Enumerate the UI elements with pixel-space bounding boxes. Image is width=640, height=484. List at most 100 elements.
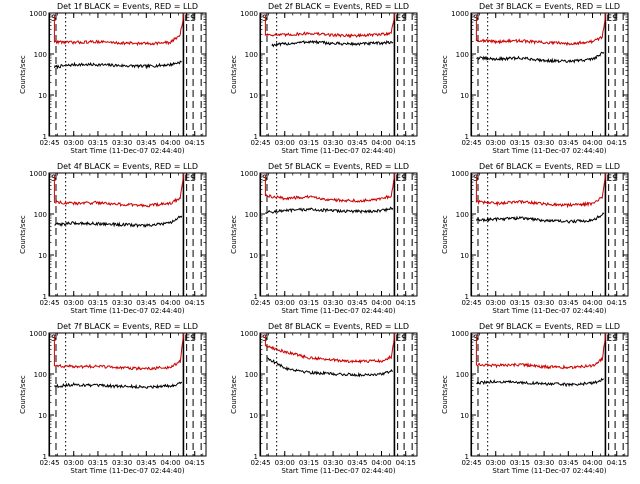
x-tick-label: 03:45 xyxy=(347,139,367,147)
x-tick-label: 03:45 xyxy=(347,459,367,467)
y-axis-label: Counts/sec xyxy=(19,215,27,254)
x-tick-label: 04:00 xyxy=(371,139,391,147)
chart-panel-8: Det 8f BLACK = Events, RED = LLD 1 10 100 10… xyxy=(230,322,418,475)
x-tick-label: 03:45 xyxy=(558,299,578,307)
x-tick-label: 02:45 xyxy=(250,139,270,147)
chart-title: Det 8f BLACK = Events, RED = LLD xyxy=(268,322,409,331)
series-line-lld xyxy=(475,333,606,370)
chart-title: Det 4f BLACK = Events, RED = LLD xyxy=(57,162,198,171)
y-tick-label: 100 xyxy=(34,51,47,59)
end-marker-label: ES xyxy=(606,14,618,24)
series-line-events xyxy=(475,212,605,224)
y-axis-label: Counts/sec xyxy=(230,55,238,94)
x-tick-label: 04:15 xyxy=(185,299,205,307)
plot-frame xyxy=(259,12,418,137)
y-tick-label: 10 xyxy=(249,252,258,260)
y-tick-label: 1 xyxy=(465,293,469,301)
y-tick-label: 100 xyxy=(245,51,258,59)
series-line-lld xyxy=(264,173,395,203)
x-tick-label: 03:15 xyxy=(88,139,108,147)
x-tick-label: 02:45 xyxy=(39,459,59,467)
y-tick-label: 100 xyxy=(245,371,258,379)
x-tick-label: 03:00 xyxy=(486,139,506,147)
x-tick-label: 03:30 xyxy=(112,459,132,467)
chart-panel-2: Det 2f BLACK = Events, RED = LLD 1 10 100 10… xyxy=(230,2,418,155)
y-tick-label: 1000 xyxy=(29,10,47,18)
y-axis-label: Counts/sec xyxy=(230,215,238,254)
x-axis-label: Start Time (11-Dec-07 02:44:40) xyxy=(70,467,184,475)
x-tick-label: 04:15 xyxy=(185,459,205,467)
x-tick-label: 04:00 xyxy=(160,139,180,147)
series-line-events xyxy=(476,377,604,388)
y-tick-label: 100 xyxy=(245,211,258,219)
y-tick-label: 10 xyxy=(460,412,469,420)
x-tick-label: 03:15 xyxy=(299,139,319,147)
end-marker-label: ES xyxy=(395,334,407,344)
series-line-lld xyxy=(53,13,184,47)
y-tick-label: 1000 xyxy=(29,330,47,338)
x-tick-label: 04:15 xyxy=(607,459,627,467)
x-tick-label: 03:00 xyxy=(275,459,295,467)
series-line-lld xyxy=(264,13,395,39)
x-tick-label: 02:45 xyxy=(250,299,270,307)
x-tick-label: 04:00 xyxy=(160,459,180,467)
x-tick-label: 03:00 xyxy=(486,459,506,467)
y-tick-label: 100 xyxy=(456,51,469,59)
plot-frame xyxy=(470,332,629,457)
x-tick-label: 03:15 xyxy=(510,139,530,147)
y-axis-label: Counts/sec xyxy=(19,375,27,414)
end-marker-label: ES xyxy=(606,334,618,344)
y-tick-label: 100 xyxy=(456,211,469,219)
end-marker-label: ES xyxy=(184,14,196,24)
x-tick-label: 03:15 xyxy=(299,299,319,307)
x-tick-label: 03:00 xyxy=(64,299,84,307)
plot-frame xyxy=(259,332,418,457)
x-tick-label: 04:15 xyxy=(185,139,205,147)
x-tick-label: 02:45 xyxy=(250,459,270,467)
y-tick-label: 10 xyxy=(38,252,47,260)
chart-panel-3: Det 3f BLACK = Events, RED = LLD 1 10 100 10… xyxy=(441,2,629,155)
series-line-lld xyxy=(53,173,184,208)
x-tick-label: 03:45 xyxy=(347,299,367,307)
y-tick-label: 1000 xyxy=(451,10,469,18)
chart-panel-5: Det 5f BLACK = Events, RED = LLD 1 10 100 10… xyxy=(230,162,418,315)
plot-frame xyxy=(48,332,207,457)
x-tick-label: 03:45 xyxy=(136,139,156,147)
x-tick-label: 04:15 xyxy=(396,459,416,467)
x-tick-label: 04:00 xyxy=(371,299,391,307)
plot-frame xyxy=(48,172,207,297)
end-marker-label: ES xyxy=(395,174,407,184)
chart-panel-9: Det 9f BLACK = Events, RED = LLD 1 10 100 10… xyxy=(441,322,629,475)
y-tick-label: 1 xyxy=(43,293,47,301)
series-line-events xyxy=(476,51,605,64)
x-axis-label: Start Time (11-Dec-07 02:44:40) xyxy=(492,307,606,315)
x-tick-label: 04:00 xyxy=(371,459,391,467)
x-axis-label: Start Time (11-Dec-07 02:44:40) xyxy=(492,147,606,155)
chart-title: Det 3f BLACK = Events, RED = LLD xyxy=(479,2,620,11)
y-tick-label: 10 xyxy=(249,92,258,100)
x-axis-label: Start Time (11-Dec-07 02:44:40) xyxy=(281,147,395,155)
series-line-lld xyxy=(264,333,395,364)
x-tick-label: 03:30 xyxy=(323,299,343,307)
y-axis-label: Counts/sec xyxy=(441,215,449,254)
y-axis-label: Counts/sec xyxy=(441,375,449,414)
chart-panel-1: Det 1f BLACK = Events, RED = LLD 1 10 100 10… xyxy=(19,2,207,155)
y-tick-label: 1 xyxy=(43,133,47,141)
y-tick-label: 100 xyxy=(456,371,469,379)
y-tick-label: 1 xyxy=(254,293,258,301)
y-tick-label: 10 xyxy=(38,92,47,100)
y-tick-label: 100 xyxy=(34,371,47,379)
x-tick-label: 04:15 xyxy=(607,299,627,307)
y-tick-label: 1 xyxy=(254,453,258,461)
chart-panel-4: Det 4f BLACK = Events, RED = LLD 1 10 100 10… xyxy=(19,162,207,315)
y-tick-label: 1000 xyxy=(451,330,469,338)
y-tick-label: 10 xyxy=(460,252,469,260)
x-tick-label: 03:15 xyxy=(299,459,319,467)
series-line-events xyxy=(54,381,183,390)
y-tick-label: 1 xyxy=(465,453,469,461)
x-tick-label: 03:15 xyxy=(510,299,530,307)
x-axis-label: Start Time (11-Dec-07 02:44:40) xyxy=(70,147,184,155)
x-tick-label: 02:45 xyxy=(461,139,481,147)
